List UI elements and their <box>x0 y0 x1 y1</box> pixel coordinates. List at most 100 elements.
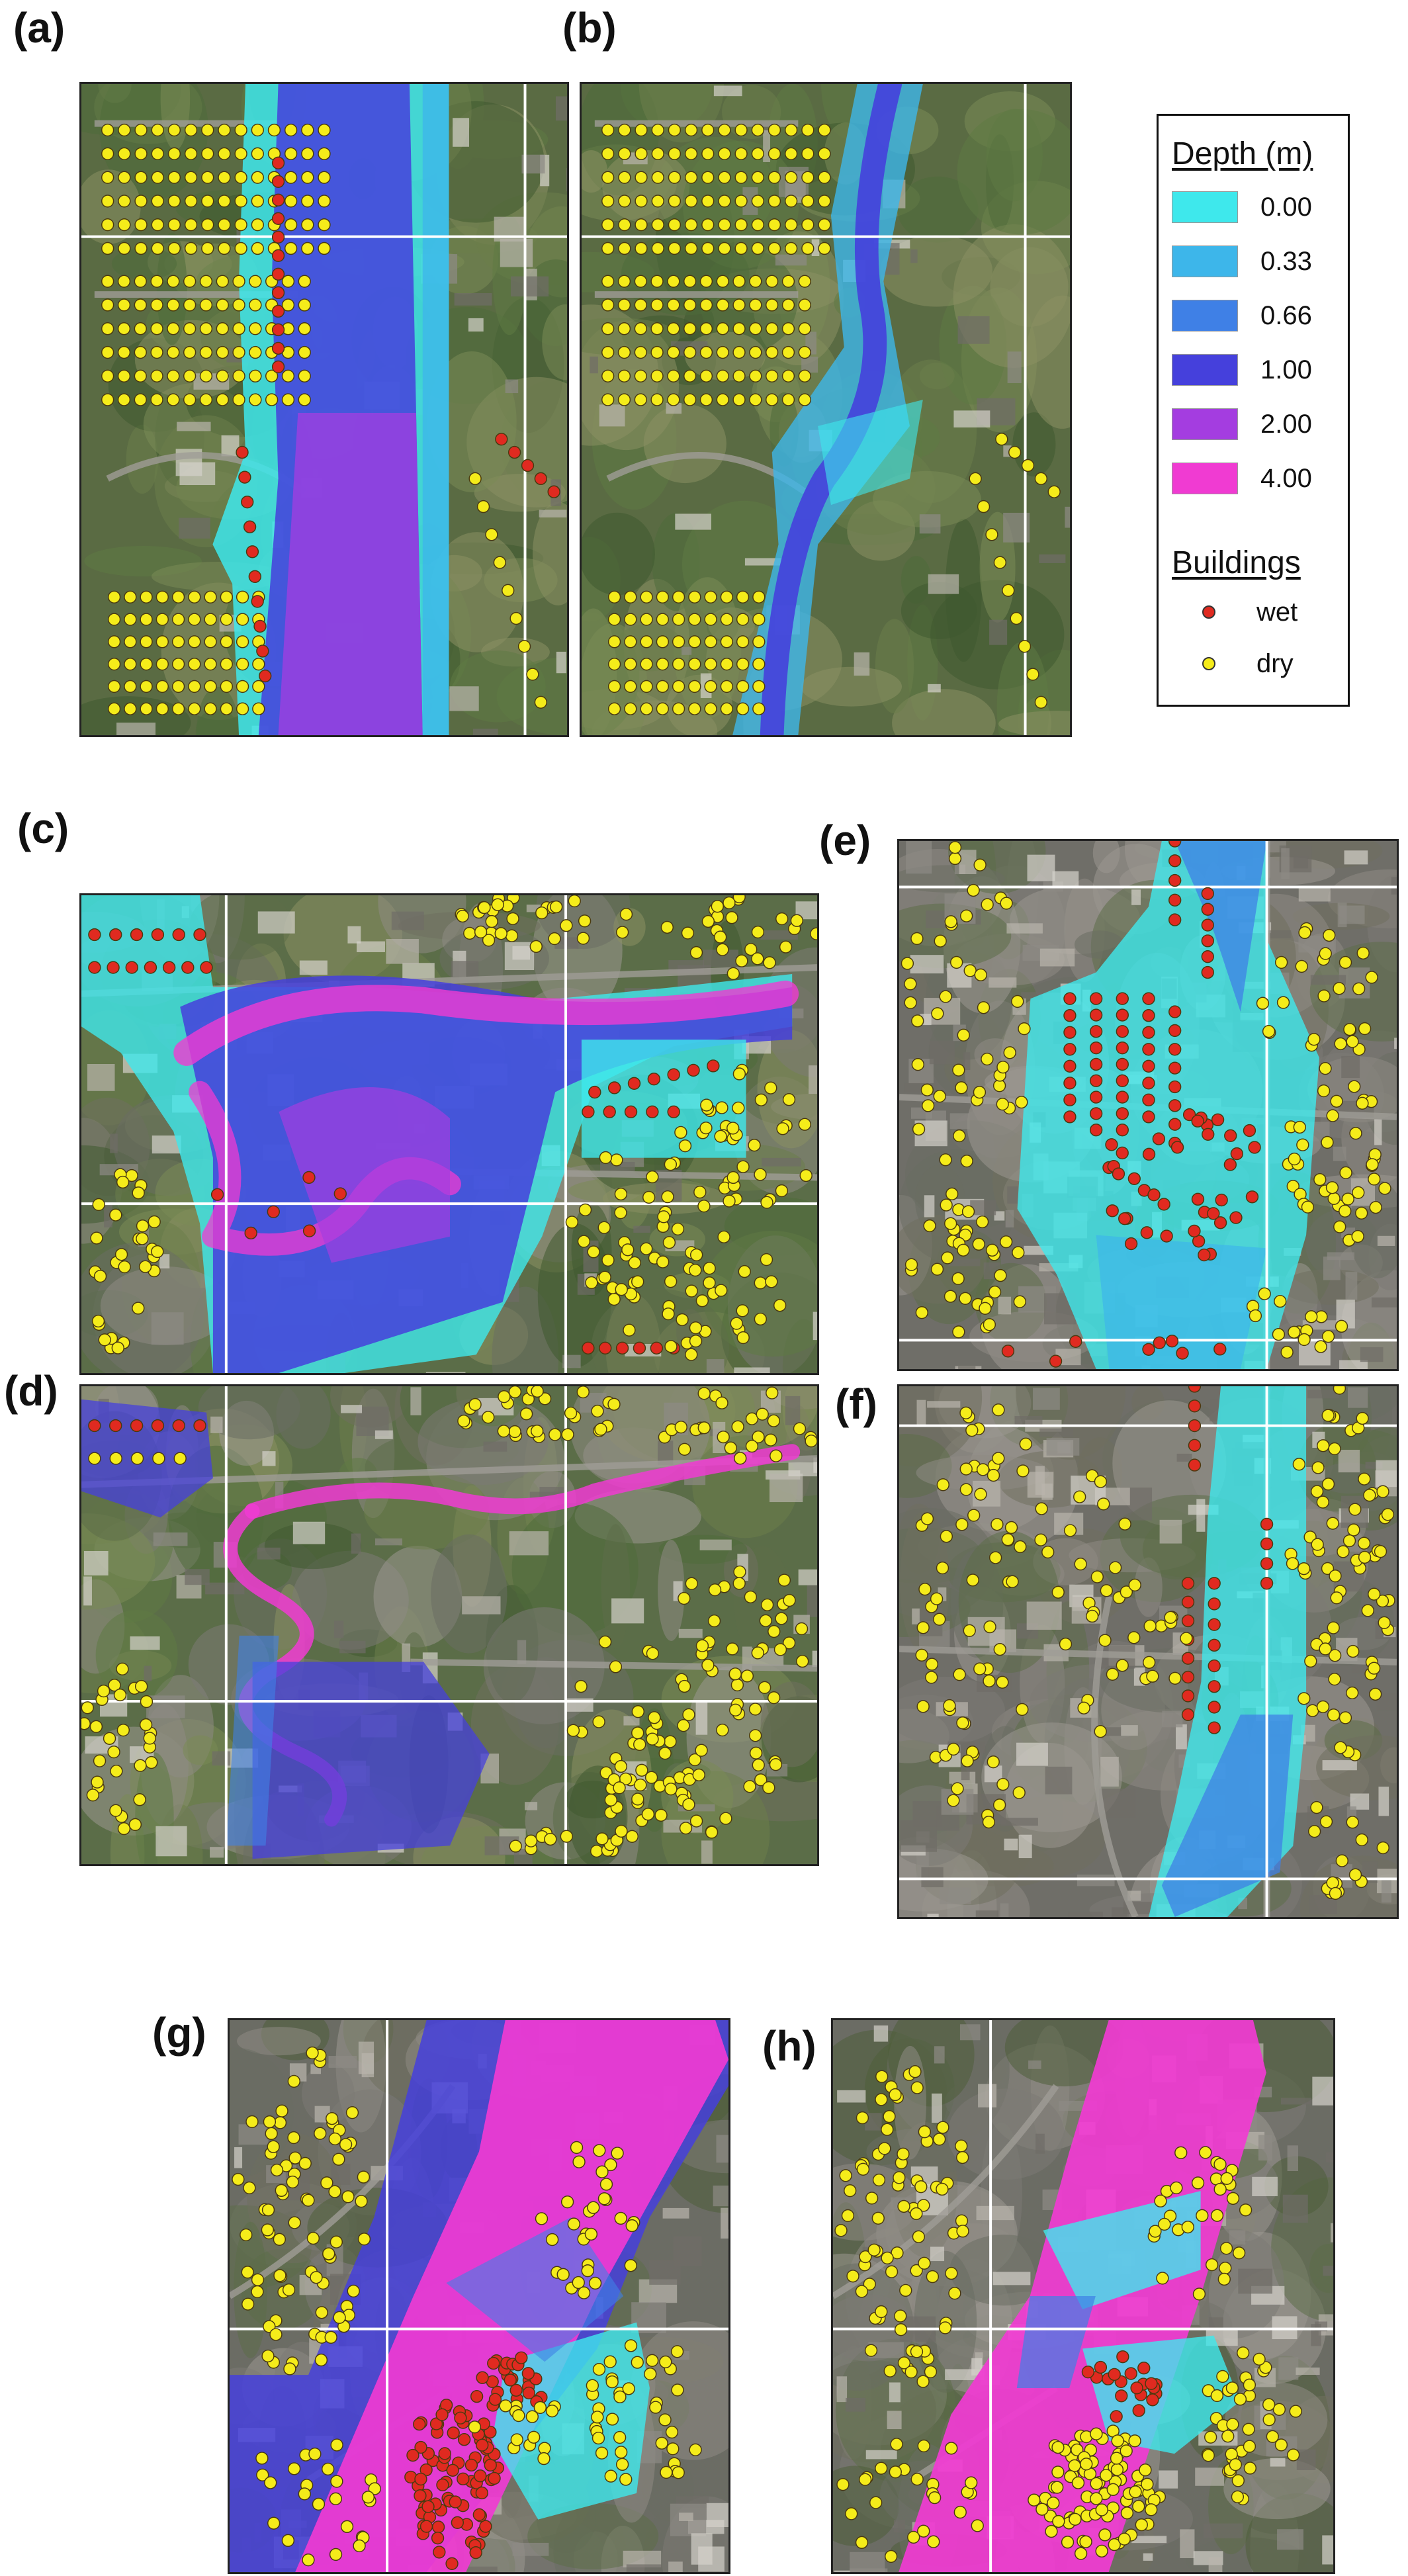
dry-building-marker <box>220 635 233 648</box>
dry-building-marker <box>113 1688 127 1702</box>
dry-building-marker <box>930 1592 944 1605</box>
wet-building-marker <box>627 1077 641 1090</box>
dry-building-marker <box>646 1732 659 1746</box>
dry-building-marker <box>184 242 198 255</box>
dry-building-marker <box>1321 1409 1335 1422</box>
dry-building-marker <box>93 1754 107 1767</box>
wet-building-marker <box>1152 1132 1166 1145</box>
building-markers <box>901 841 1391 1368</box>
dry-building-marker <box>607 657 621 671</box>
dry-building-marker <box>1149 2225 1162 2238</box>
dry-building-marker <box>810 927 817 940</box>
dry-building-marker <box>251 147 264 161</box>
dry-building-marker <box>959 1462 973 1476</box>
dry-building-marker <box>330 2475 343 2488</box>
dry-building-marker <box>801 123 814 137</box>
dry-building-marker <box>220 680 233 693</box>
dry-building-marker <box>527 2430 541 2444</box>
wet-building-marker <box>1168 913 1182 926</box>
dry-building-marker <box>963 964 977 977</box>
dry-building-marker <box>199 275 213 288</box>
building-class-label: dry <box>1256 648 1294 678</box>
dry-building-marker <box>945 2266 958 2280</box>
wet-building-marker <box>469 2546 482 2559</box>
dry-building-marker <box>973 1085 987 1099</box>
dry-building-marker <box>914 2180 928 2194</box>
dry-building-marker <box>1346 1816 1359 1829</box>
dry-building-marker <box>171 702 185 715</box>
dry-building-marker <box>107 657 121 671</box>
dry-building-marker <box>765 275 779 288</box>
dry-building-marker <box>151 147 164 161</box>
dry-building-marker <box>613 2390 627 2404</box>
dry-building-marker <box>728 1667 742 1681</box>
dry-building-marker <box>1333 1220 1346 1233</box>
dry-building-marker <box>333 2311 346 2324</box>
dry-building-marker <box>1349 1126 1362 1140</box>
dry-building-marker <box>818 147 831 161</box>
dry-building-marker <box>482 1411 495 1424</box>
dry-building-marker <box>1035 2503 1049 2516</box>
wet-building-marker <box>1142 1343 1155 1356</box>
dry-building-marker <box>567 2217 580 2231</box>
dry-building-marker <box>116 1662 129 1676</box>
dry-building-marker <box>1210 2209 1224 2222</box>
panel-label-e: (e) <box>819 817 871 864</box>
dry-building-marker <box>284 171 298 184</box>
dry-building-marker <box>1191 2176 1205 2190</box>
dry-building-marker <box>1069 2512 1082 2526</box>
dry-building-marker <box>941 1251 954 1265</box>
dry-building-marker <box>601 345 615 359</box>
dry-building-marker <box>656 657 670 671</box>
dry-building-marker <box>749 298 762 312</box>
dry-building-marker <box>631 1705 645 1718</box>
dry-building-marker <box>925 1671 938 1684</box>
dry-building-marker <box>601 275 615 288</box>
dry-building-marker <box>689 1321 703 1335</box>
dry-building-marker <box>688 702 701 715</box>
dry-building-marker <box>798 1118 811 1131</box>
dry-building-marker <box>1012 1246 1025 1259</box>
grid-lines <box>582 84 1070 735</box>
dry-building-marker <box>1061 2536 1075 2549</box>
dry-building-marker <box>1098 1634 1112 1647</box>
dry-building-marker <box>1071 2476 1085 2489</box>
dry-building-marker <box>950 955 963 969</box>
dry-building-marker <box>875 2093 888 2106</box>
dry-building-marker <box>1274 955 1288 969</box>
dry-building-marker <box>751 195 764 208</box>
dry-building-marker <box>688 635 701 648</box>
dry-building-marker <box>715 1396 728 1409</box>
dry-building-marker <box>591 1404 604 1418</box>
dry-building-marker <box>151 1245 164 1259</box>
dry-building-marker <box>468 472 482 486</box>
dry-building-marker <box>1229 2458 1242 2471</box>
dry-building-marker <box>199 298 213 312</box>
dry-building-marker <box>318 242 331 255</box>
wet-building-marker <box>162 961 176 974</box>
dry-building-marker <box>1326 1109 1339 1122</box>
dry-building-marker <box>332 2153 345 2166</box>
dry-building-marker <box>117 1822 131 1836</box>
dry-building-marker <box>134 171 148 184</box>
dry-building-marker <box>298 298 311 312</box>
dry-building-marker <box>1213 2158 1227 2171</box>
dry-building-marker <box>130 1452 144 1465</box>
wet-building-marker <box>650 1341 664 1355</box>
dry-building-marker <box>1090 2427 1103 2440</box>
wet-building-marker <box>484 2458 497 2472</box>
dry-building-marker <box>790 914 804 927</box>
dry-building-marker <box>236 635 249 648</box>
dry-building-marker <box>1143 1656 1156 1669</box>
wet-building-marker <box>547 485 560 498</box>
dry-building-marker <box>953 1129 966 1143</box>
dry-building-marker <box>101 322 114 335</box>
dry-building-marker <box>150 322 163 335</box>
dry-building-marker <box>1378 1182 1391 1195</box>
dry-building-marker <box>875 2462 888 2475</box>
dry-building-marker <box>232 2172 245 2186</box>
dry-building-marker <box>864 2344 878 2357</box>
dry-building-marker <box>204 657 217 671</box>
wet-building-marker <box>488 2393 502 2406</box>
dry-building-marker <box>682 1708 695 1721</box>
